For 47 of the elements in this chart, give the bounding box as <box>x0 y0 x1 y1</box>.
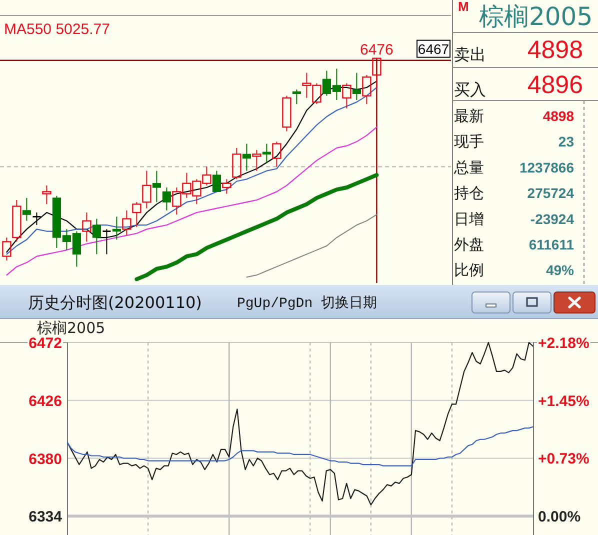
candlestick <box>152 170 161 203</box>
text: 买入 <box>454 80 486 99</box>
text: 比例 <box>454 261 484 280</box>
candlestick <box>352 72 361 100</box>
line-series <box>67 426 533 466</box>
chart-subtitle: 棕榈2005 <box>37 319 106 337</box>
y-tick-label: 6380 <box>28 450 62 468</box>
y2-tick-label: +2.18% <box>538 335 590 352</box>
candlestick <box>292 89 301 105</box>
y-tick-label: 6472 <box>28 335 62 352</box>
text: 1237866 <box>519 159 574 176</box>
candlestick <box>162 187 171 211</box>
text: 4896 <box>527 71 583 99</box>
y2-tick-label: +1.45% <box>538 393 590 410</box>
candlestick <box>262 143 271 163</box>
y2-tick-label: 0.00% <box>538 508 581 526</box>
line-series <box>67 342 533 506</box>
candlestick <box>242 143 251 172</box>
text: PgUp/PgDn 切换日期 <box>237 295 378 312</box>
text: 棕榈2005 <box>479 2 593 31</box>
annotation: 6476 <box>360 41 394 58</box>
text: -23924 <box>530 210 574 227</box>
text: 持仓 <box>454 184 484 202</box>
text: M <box>458 0 469 14</box>
text: 卖出 <box>454 45 486 64</box>
text: 总量 <box>453 158 484 176</box>
chart-title: 历史分时图(20200110) <box>28 293 202 312</box>
text: 现手 <box>454 132 484 151</box>
candlestick <box>112 216 121 240</box>
text: 275724 <box>527 185 574 202</box>
text: 6467 <box>418 40 450 57</box>
candlestick <box>142 170 152 209</box>
text: 外盘 <box>454 236 484 254</box>
text: 4898 <box>527 36 583 64</box>
text: 4898 <box>542 108 574 124</box>
candlestick <box>82 212 92 242</box>
text: 日增 <box>454 210 484 228</box>
y-tick-label: 6334 <box>28 508 63 526</box>
text: MA550 5025.77 <box>4 21 110 38</box>
text: 49% <box>546 262 575 278</box>
y2-tick-label: +0.73% <box>538 450 590 468</box>
candlestick <box>372 58 382 90</box>
y-tick-label: 6426 <box>28 392 62 410</box>
text: 最新 <box>454 107 484 125</box>
text: 23 <box>558 134 574 150</box>
text: 611611 <box>528 236 574 252</box>
candlestick <box>22 197 31 222</box>
